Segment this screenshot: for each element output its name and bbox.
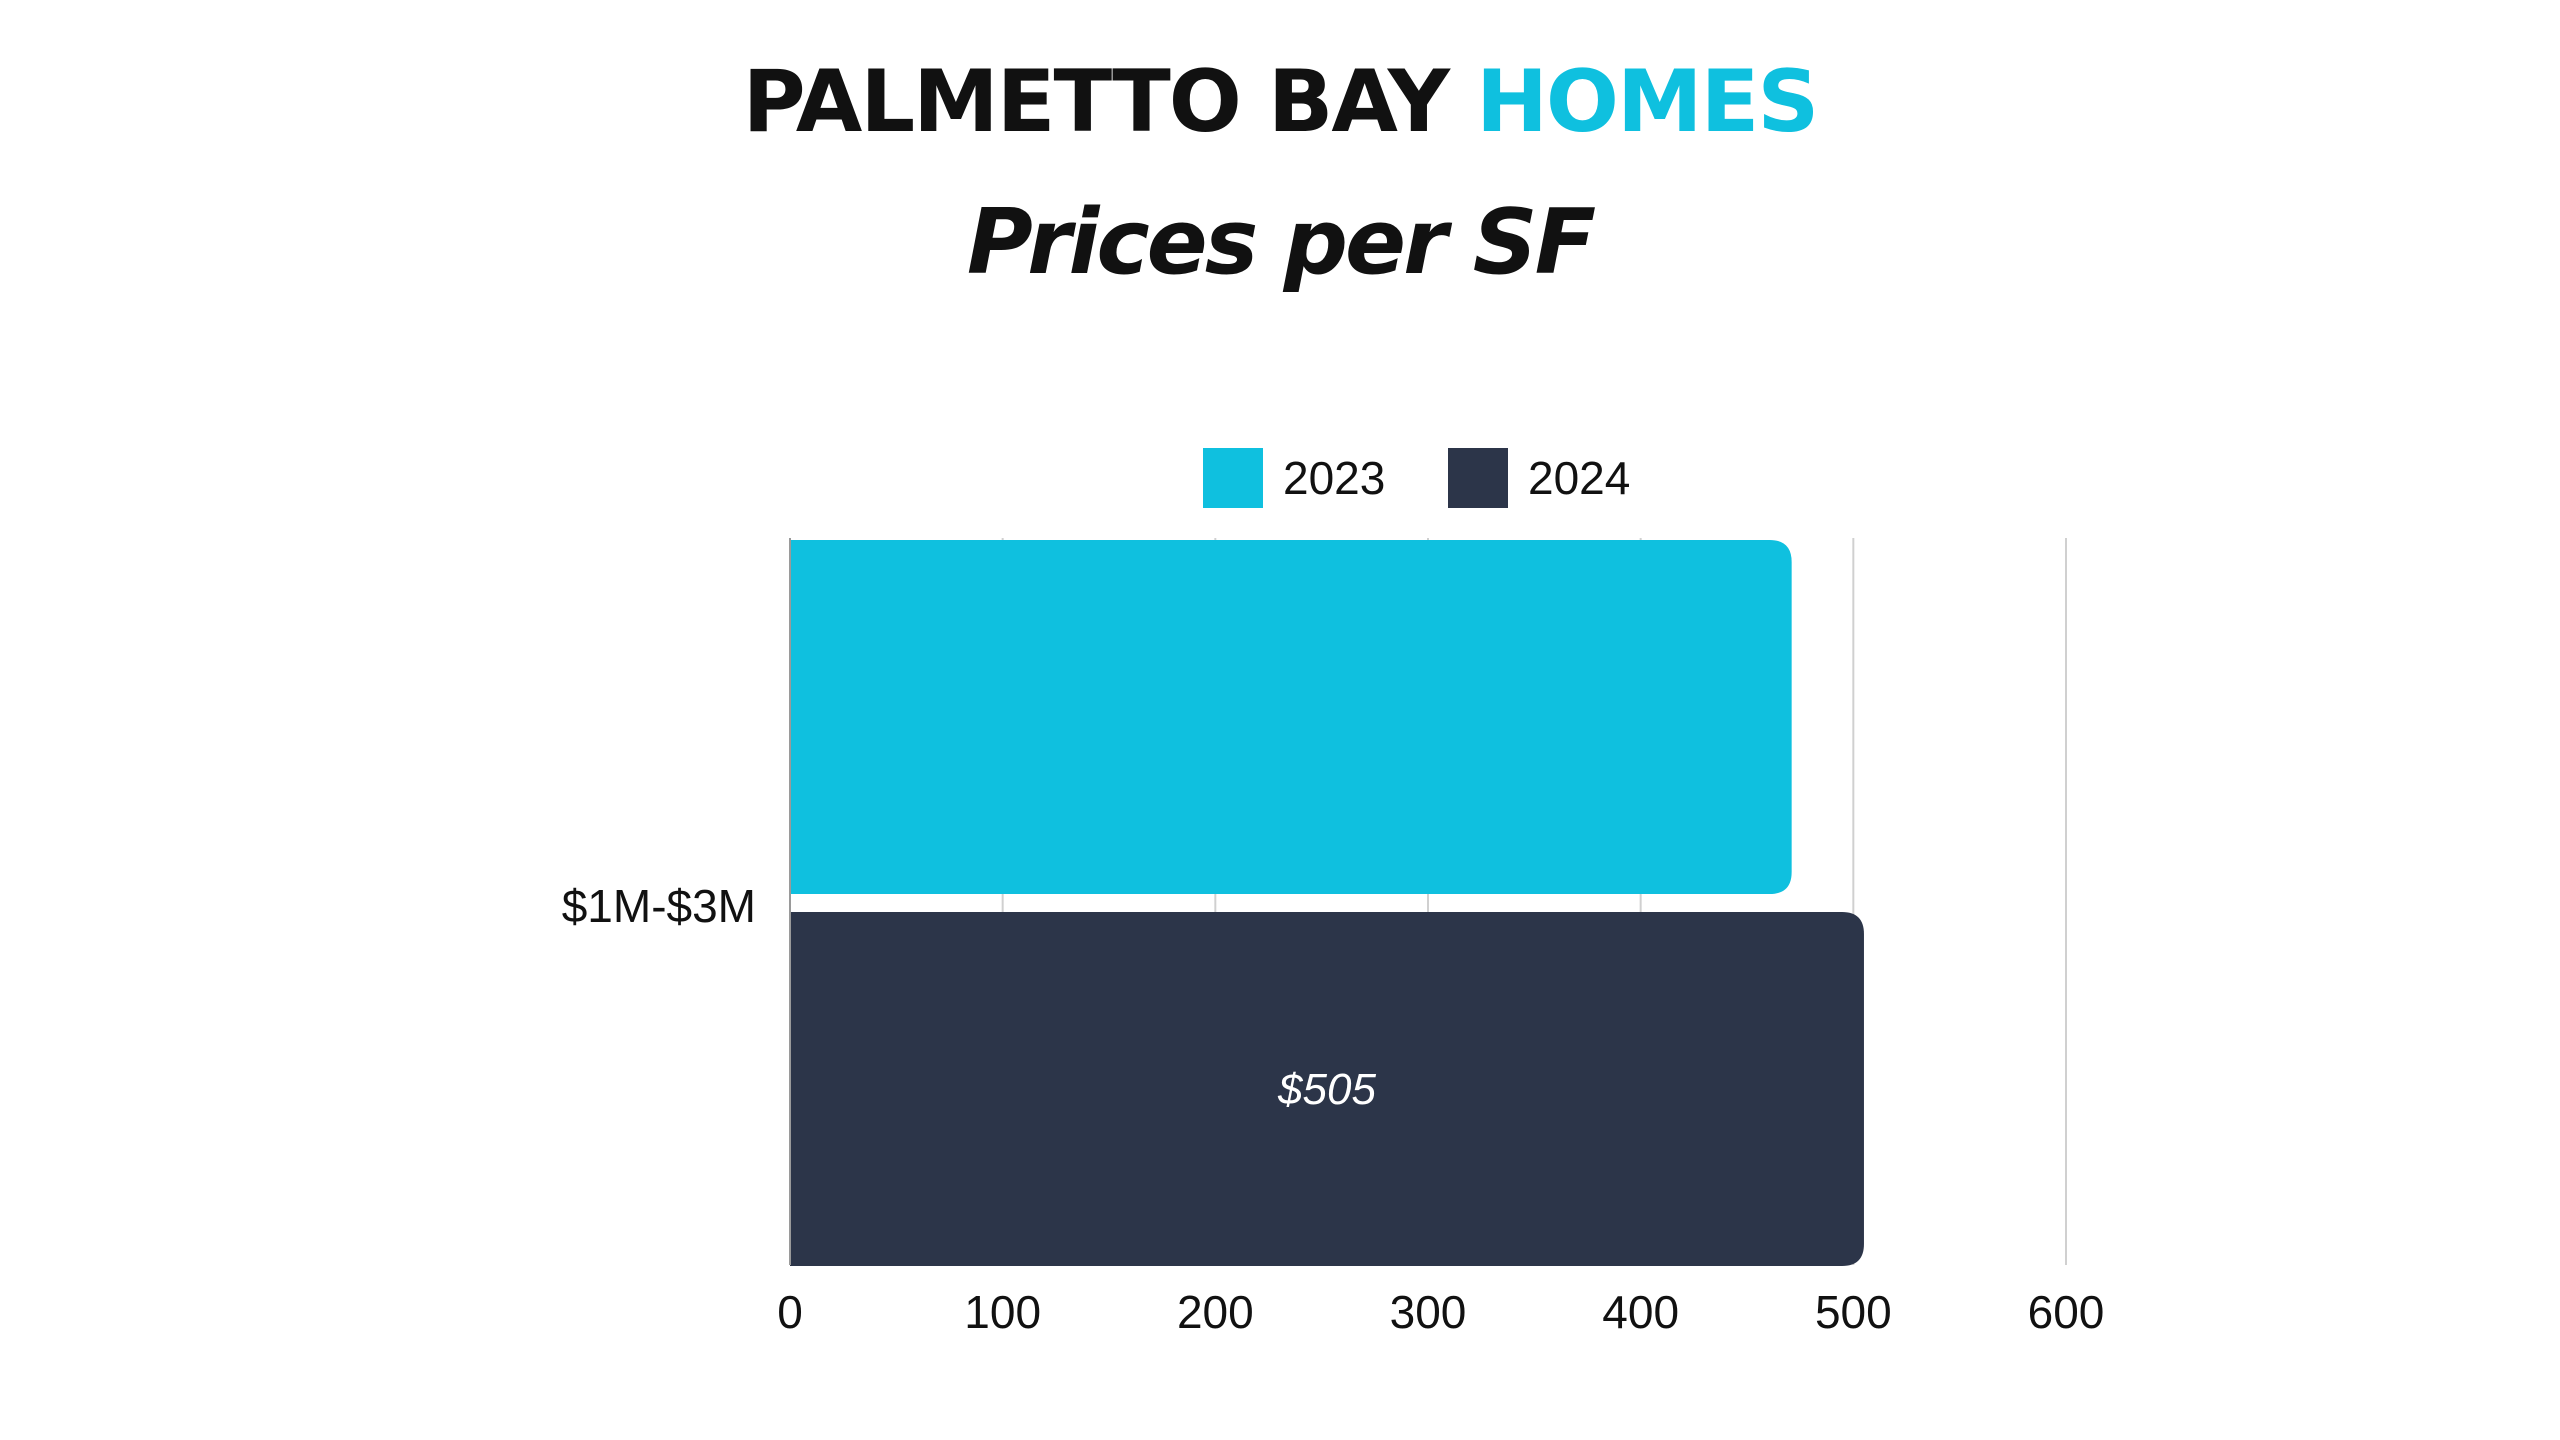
legend-label-2024: 2024	[1528, 452, 1630, 504]
x-tick-label: 0	[777, 1286, 803, 1338]
bar-2023	[790, 540, 1792, 894]
x-tick-label: 100	[964, 1286, 1041, 1338]
x-tick-label: 600	[2028, 1286, 2105, 1338]
chart-title-main: PALMETTO BAY	[742, 52, 1450, 152]
x-tick-label: 400	[1602, 1286, 1679, 1338]
data-label-2024: $505	[1277, 1065, 1376, 1114]
x-tick-label: 300	[1390, 1286, 1467, 1338]
x-tick-label: 500	[1815, 1286, 1892, 1338]
chart-title: PALMETTO BAY HOMES	[0, 52, 2560, 152]
x-tick-label: 200	[1177, 1286, 1254, 1338]
category-label: $1M-$3M	[562, 880, 756, 932]
legend-swatch-2024	[1448, 448, 1508, 508]
chart-subtitle: Prices per SF	[966, 190, 1596, 295]
legend-label-2023: 2023	[1283, 452, 1385, 504]
bar-2024	[790, 912, 1864, 1266]
chart-title-accent: HOMES	[1475, 52, 1819, 152]
legend-swatch-2023	[1203, 448, 1263, 508]
